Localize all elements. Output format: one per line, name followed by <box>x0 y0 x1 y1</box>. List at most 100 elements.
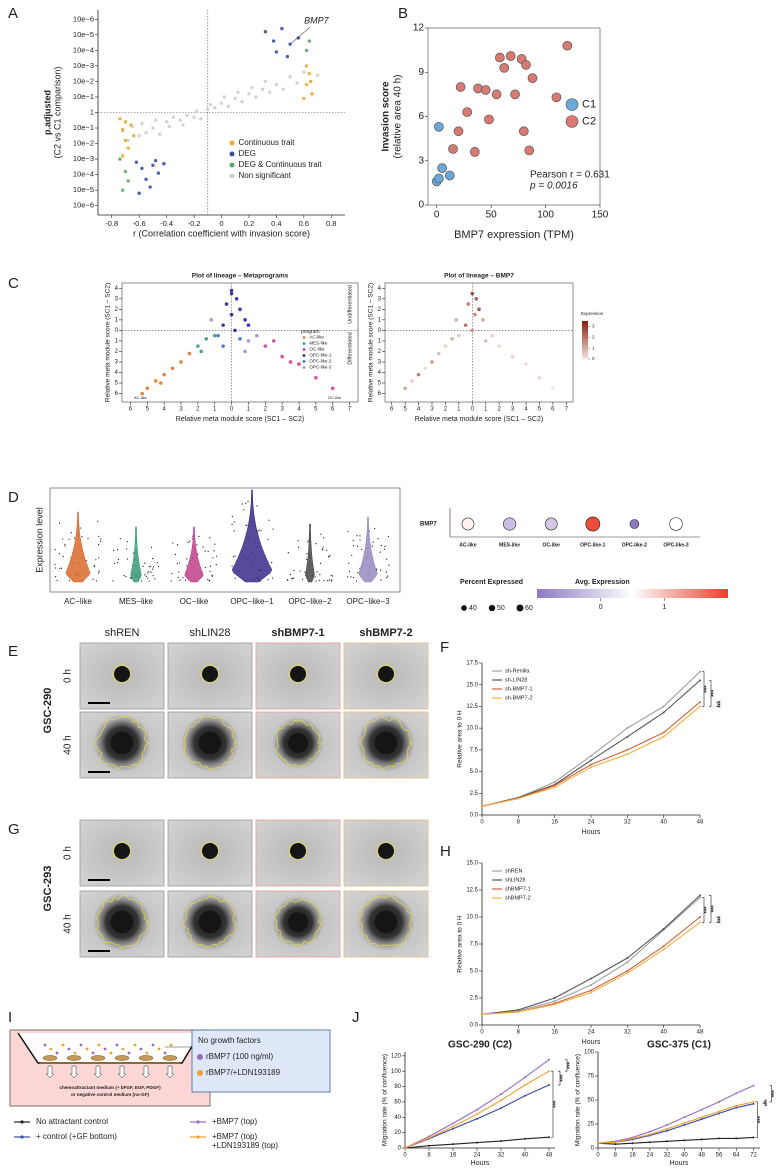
cell-dot <box>351 554 353 557</box>
x-tick-label: 3 <box>430 407 434 413</box>
size-legend-label: 50 <box>497 605 505 612</box>
point <box>229 291 234 296</box>
point <box>178 118 183 122</box>
colorbar <box>537 589 728 598</box>
factor <box>121 1047 125 1051</box>
cell-dot <box>154 578 156 580</box>
line-marker <box>735 1104 738 1107</box>
legend-label: sh-Renilla <box>505 668 530 674</box>
legend-label: shBMP7-1 <box>505 886 531 892</box>
point <box>123 120 128 124</box>
cell-dot <box>243 509 245 511</box>
point <box>243 318 247 322</box>
y-tick-label: 0 <box>418 200 424 211</box>
x-tick-label: 24 <box>646 1153 653 1159</box>
line-marker <box>553 1003 556 1006</box>
cell-dot <box>147 571 150 573</box>
point <box>221 344 225 348</box>
line-marker <box>700 1138 703 1141</box>
point <box>304 48 309 53</box>
y-tick-label: 4 <box>378 286 382 292</box>
cell-dot <box>113 562 116 564</box>
plot-frame <box>384 282 574 403</box>
y-tick-label: 5.0 <box>470 769 479 775</box>
cell-dot <box>152 568 154 570</box>
legend-label: +BMP7 (top) <box>212 1132 257 1141</box>
line-marker <box>476 1141 478 1144</box>
point <box>510 354 515 359</box>
x-tick-label: 40 <box>681 1153 688 1159</box>
point <box>410 379 414 383</box>
point <box>280 26 284 31</box>
chart-title: Plot of lineage – Metaprograms <box>192 273 289 280</box>
factor <box>43 1043 47 1047</box>
legend-label: C1 <box>582 98 596 110</box>
x-tick-label: 1 <box>484 407 488 413</box>
line-marker <box>553 784 556 787</box>
x-tick-label: 40 <box>660 820 667 826</box>
line-marker <box>524 1137 526 1140</box>
point <box>153 379 158 383</box>
cell-dot <box>93 564 95 566</box>
line-marker <box>553 997 556 999</box>
line-series <box>481 701 701 807</box>
y-tick-label: 4 <box>378 370 382 376</box>
y-tick-label: 1 <box>115 317 119 323</box>
factor <box>169 1043 173 1047</box>
point <box>274 82 279 87</box>
x-tick-label: 24 <box>588 820 595 826</box>
point <box>156 171 161 175</box>
corner-label: AC-like <box>134 395 148 400</box>
significance-bracket <box>565 1059 568 1072</box>
colorbar-tick-label: 3 <box>592 324 595 329</box>
x-tick-label: 24 <box>588 1030 595 1036</box>
x-tick-label: 1 <box>457 407 461 413</box>
point <box>483 339 488 343</box>
line-marker <box>614 1143 617 1146</box>
y-tick-label: 10e−5 <box>73 185 94 194</box>
point <box>436 351 441 356</box>
cell-dot <box>322 549 324 551</box>
point <box>281 87 285 91</box>
cell-dot <box>380 544 382 547</box>
y-tick-label: 10e−6 <box>73 201 94 210</box>
point <box>304 82 309 87</box>
cell-dot <box>182 576 184 579</box>
side-label: Differentiated <box>347 332 353 365</box>
colorbar-tick-label: 0 <box>592 356 595 361</box>
point <box>551 386 555 391</box>
box-label: rBMP7/+LDN193189 <box>206 1068 281 1077</box>
point <box>314 375 318 380</box>
cell-dot <box>331 579 333 581</box>
cell-dot <box>130 577 132 580</box>
y-tick-label: 2 <box>378 307 382 313</box>
cell-dot <box>98 557 100 559</box>
y-tick-label: 10e−4 <box>73 45 94 54</box>
line-marker <box>752 1084 755 1087</box>
dot <box>544 517 558 531</box>
line-marker <box>428 1135 430 1138</box>
point <box>296 36 301 40</box>
cell-dot <box>172 542 174 544</box>
line-marker <box>481 1013 483 1016</box>
y-tick-label: 2 <box>115 307 119 313</box>
point <box>437 163 448 173</box>
point <box>216 333 220 338</box>
factor <box>79 1043 83 1047</box>
point <box>171 115 176 119</box>
significance-label: *** <box>712 905 718 913</box>
line-marker <box>666 1123 669 1126</box>
cell-dot <box>209 565 212 567</box>
point <box>288 75 292 79</box>
y-tick-label: 75 <box>587 1074 594 1080</box>
y-tick-label: 3 <box>115 296 119 302</box>
chart-title: Plot of lineage – BMP7 <box>444 273 514 280</box>
cell-dot <box>258 529 260 531</box>
spheroid <box>374 731 398 755</box>
y-tick-label: 0 <box>115 328 119 334</box>
factor <box>145 1051 149 1055</box>
cell-dot <box>328 556 330 558</box>
point <box>295 81 299 85</box>
x-tick-label: 8 <box>427 1153 431 1159</box>
significance-bracket <box>702 897 705 923</box>
